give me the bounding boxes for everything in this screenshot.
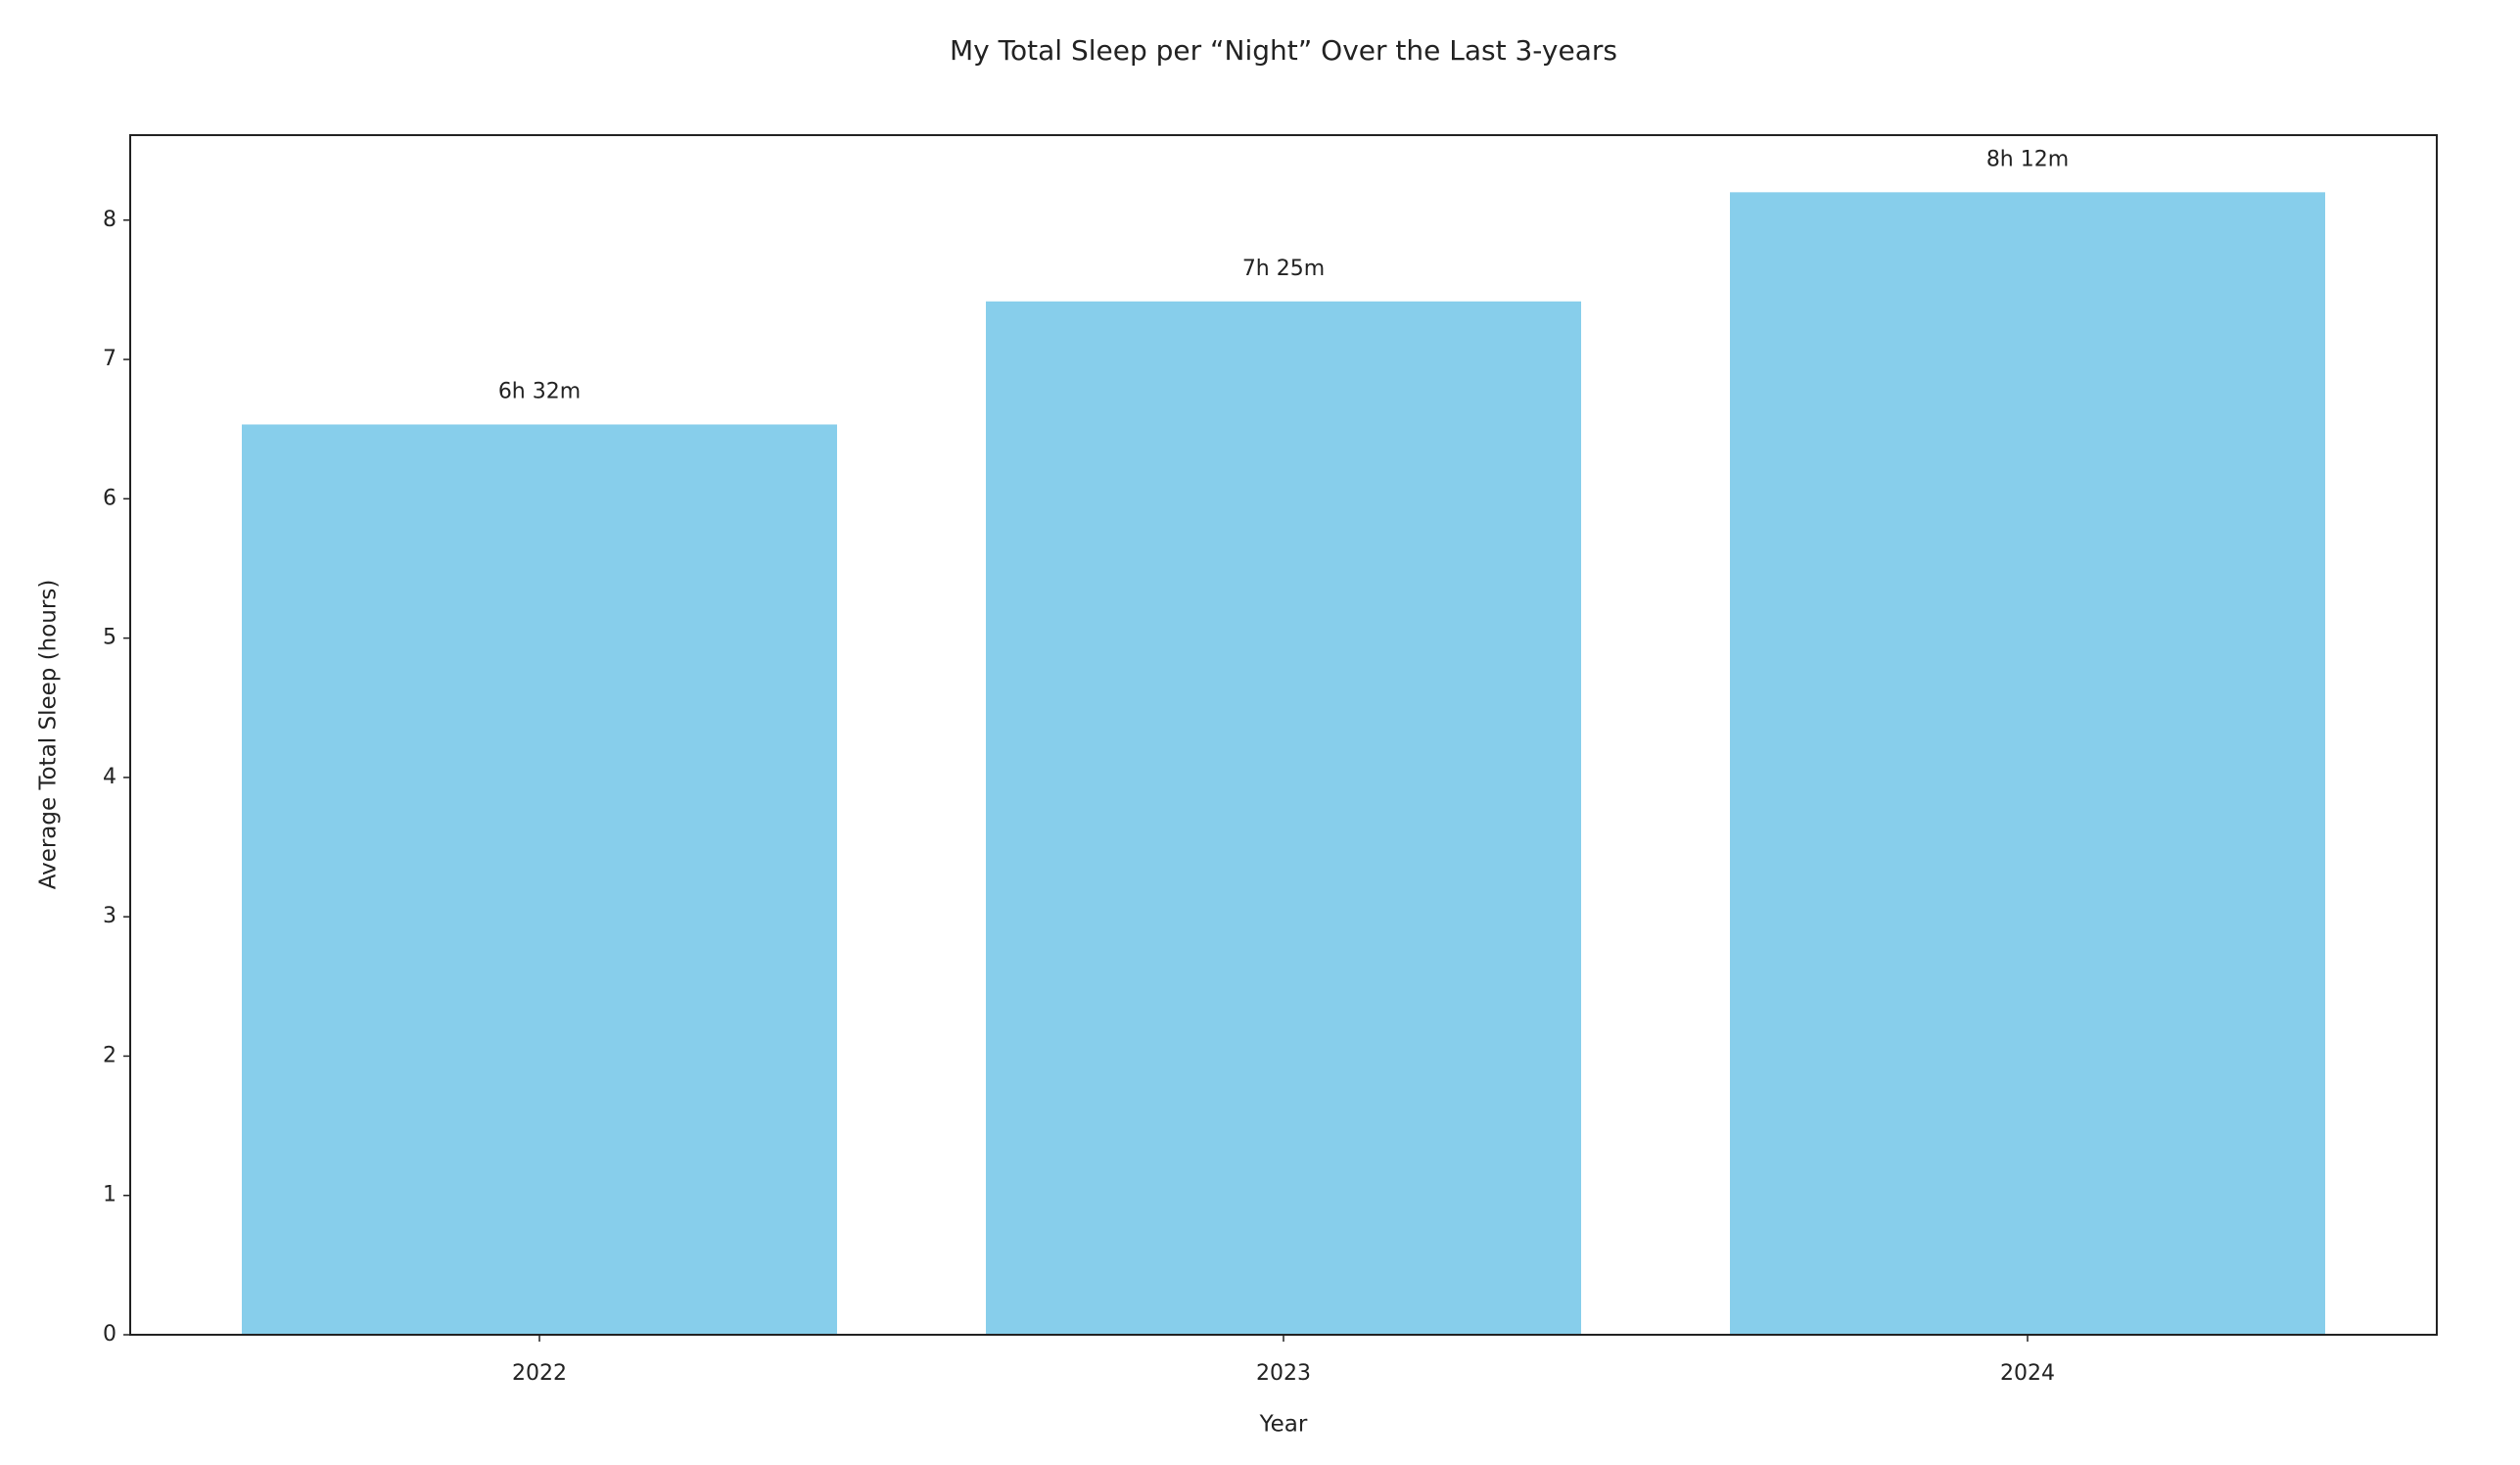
value-label: 7h 25m: [1242, 257, 1325, 281]
value-label: 8h 12m: [1986, 147, 2069, 171]
chart-title: My Total Sleep per “Night” Over the Last…: [950, 34, 1617, 67]
x-tick-label: 2022: [512, 1361, 567, 1386]
y-tick-label: 1: [103, 1183, 117, 1207]
value-label: 6h 32m: [498, 379, 581, 403]
bar: [242, 424, 837, 1335]
y-tick-label: 6: [103, 486, 117, 510]
plot-frame: [129, 134, 2438, 1336]
bar: [1730, 192, 2325, 1335]
x-axis-label: Year: [1259, 1412, 1308, 1438]
y-tick-label: 3: [103, 904, 117, 928]
y-tick-label: 0: [103, 1322, 117, 1347]
y-tick-label: 2: [103, 1043, 117, 1067]
x-tick-label: 2024: [2000, 1361, 2055, 1386]
y-tick-label: 8: [103, 208, 117, 232]
y-tick-label: 7: [103, 347, 117, 371]
y-tick-label: 5: [103, 626, 117, 650]
bar: [986, 301, 1581, 1335]
y-axis-label: Average Total Sleep (hours): [36, 580, 62, 890]
y-tick-label: 4: [103, 765, 117, 789]
x-tick-label: 2023: [1256, 1361, 1311, 1386]
